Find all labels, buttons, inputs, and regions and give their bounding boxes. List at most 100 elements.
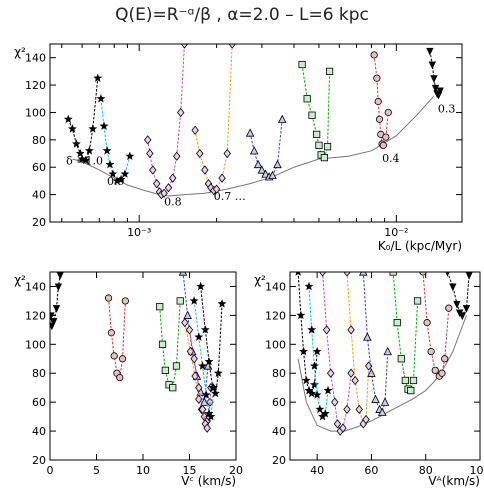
data-point-d1-0	[312, 346, 322, 356]
data-point-d0-6	[371, 394, 380, 403]
series-line-d0-9	[100, 98, 131, 182]
data-point-d1-0	[81, 155, 91, 165]
data-point-d1-0	[309, 380, 319, 389]
data-point-d0-5	[389, 272, 397, 276]
data-point-d0-9	[116, 174, 126, 184]
x-tick-label: 15	[183, 464, 197, 477]
data-point-d0-8	[195, 383, 203, 393]
data-point-d1-0	[67, 124, 77, 133]
data-point-d0-6	[378, 407, 387, 416]
y-tick-label: 60	[32, 396, 46, 409]
data-point-d0-6	[277, 114, 287, 123]
data-point-d0-7	[181, 317, 189, 328]
data-point-d0-7	[212, 184, 221, 194]
data-point-d0-8	[185, 325, 194, 335]
data-point-d0-5	[308, 111, 316, 119]
data-point-d0-4	[382, 133, 390, 141]
panel-top: 20 40 60 80 100 120 140 10⁻³ 10⁻² χ² K₀/L (kpc/Myr…	[14, 43, 463, 253]
data-point-d0-4	[384, 108, 392, 117]
x-tick-label: 60	[364, 464, 378, 477]
data-point-d0-4	[419, 272, 427, 276]
data-point-d0-7	[347, 325, 355, 335]
data-point-d0-5	[323, 143, 332, 151]
panel-bottom-right: 20 40 60 80 100 120 140 40 60 80 100 χ² Vᴬ(km/s)	[254, 271, 484, 488]
data-point-d0-9	[309, 361, 319, 370]
data-point-d0-7	[191, 125, 199, 135]
data-point-d0-9	[105, 159, 115, 169]
y-axis-label: χ²	[254, 273, 266, 287]
curve-annotation: 0.3	[438, 102, 456, 115]
data-point-d0-3	[50, 318, 58, 326]
y-tick-label: 20	[32, 454, 46, 467]
x-tick-label: 5	[93, 464, 100, 477]
data-point-d0-7	[343, 272, 351, 277]
data-point-d0-8	[203, 423, 211, 433]
data-point-d0-9	[304, 281, 314, 291]
data-point-d0-5	[176, 297, 184, 305]
x-tick-label: 10	[136, 464, 150, 477]
data-point-d0-8	[327, 368, 335, 378]
data-point-d0-4	[375, 115, 384, 123]
data-point-d0-3	[436, 87, 444, 96]
data-point-d0-9	[125, 151, 135, 161]
y-tick-label: 40	[272, 425, 286, 438]
plot-frame	[49, 271, 237, 461]
data-point-d0-3	[426, 47, 434, 56]
data-point-d0-3	[52, 305, 61, 313]
x-tick-label: 80	[419, 464, 433, 477]
data-point-d0-5	[397, 355, 405, 363]
data-point-d0-3	[430, 75, 438, 83]
y-tick-label: 80	[32, 134, 46, 147]
curve-annotation: δ =1.0	[66, 154, 103, 167]
data-point-d0-4	[370, 51, 378, 59]
data-point-d0-7	[196, 148, 204, 159]
data-point-d0-4	[118, 355, 127, 363]
series-line-d0-7	[346, 272, 370, 426]
data-point-d0-5	[303, 95, 311, 103]
data-point-d0-6	[367, 368, 376, 377]
data-point-d1-0	[295, 272, 301, 276]
data-point-d0-6	[178, 272, 188, 276]
data-point-d0-9	[96, 94, 106, 103]
data-point-d1-0	[93, 73, 103, 83]
data-point-d0-5	[409, 376, 418, 385]
data-point-d0-3	[50, 312, 55, 321]
x-tick-label: 40	[310, 464, 324, 477]
data-point-d0-8	[339, 423, 347, 433]
data-point-d0-5	[298, 60, 306, 69]
data-point-d0-4	[107, 329, 115, 337]
y-tick-label: 20	[272, 454, 286, 467]
data-point-d0-8	[347, 368, 355, 378]
data-point-d0-6	[253, 159, 263, 169]
data-point-d1-0	[63, 114, 73, 124]
data-point-d0-8	[343, 404, 351, 415]
data-point-d0-8	[146, 148, 154, 159]
data-point-d0-8	[160, 188, 168, 198]
data-point-d0-3	[54, 283, 63, 292]
data-point-d0-6	[268, 170, 277, 180]
y-tick-label: 120	[25, 309, 46, 322]
x-tick-label: 0	[47, 464, 54, 477]
data-point-d0-5	[172, 362, 181, 370]
y-tick-label: 40	[32, 189, 46, 202]
data-point-d1-0	[71, 139, 81, 148]
data-point-d0-9	[120, 169, 130, 178]
x-tick-label: 20	[229, 464, 243, 477]
x-tick-label: 100	[470, 464, 484, 477]
y-tick-label: 140	[25, 280, 46, 293]
series-line-d0-5	[392, 272, 419, 392]
data-point-d0-8	[176, 107, 185, 118]
data-point-d0-9	[102, 146, 112, 155]
x-axis-label: K₀/L (kpc/Myr)	[378, 239, 462, 253]
data-point-d1-0	[299, 346, 309, 356]
data-point-d0-9	[307, 325, 317, 334]
data-point-d0-5	[401, 376, 409, 385]
data-point-d0-6	[257, 165, 267, 174]
data-point-d0-7	[355, 404, 363, 415]
data-point-d0-6	[363, 332, 372, 341]
curve-annotation: 0.7 …	[214, 190, 246, 203]
y-tick-label: 100	[25, 338, 46, 351]
data-point-d1-0	[211, 388, 221, 398]
data-point-d0-4	[121, 297, 129, 305]
data-point-d0-8	[318, 272, 327, 277]
